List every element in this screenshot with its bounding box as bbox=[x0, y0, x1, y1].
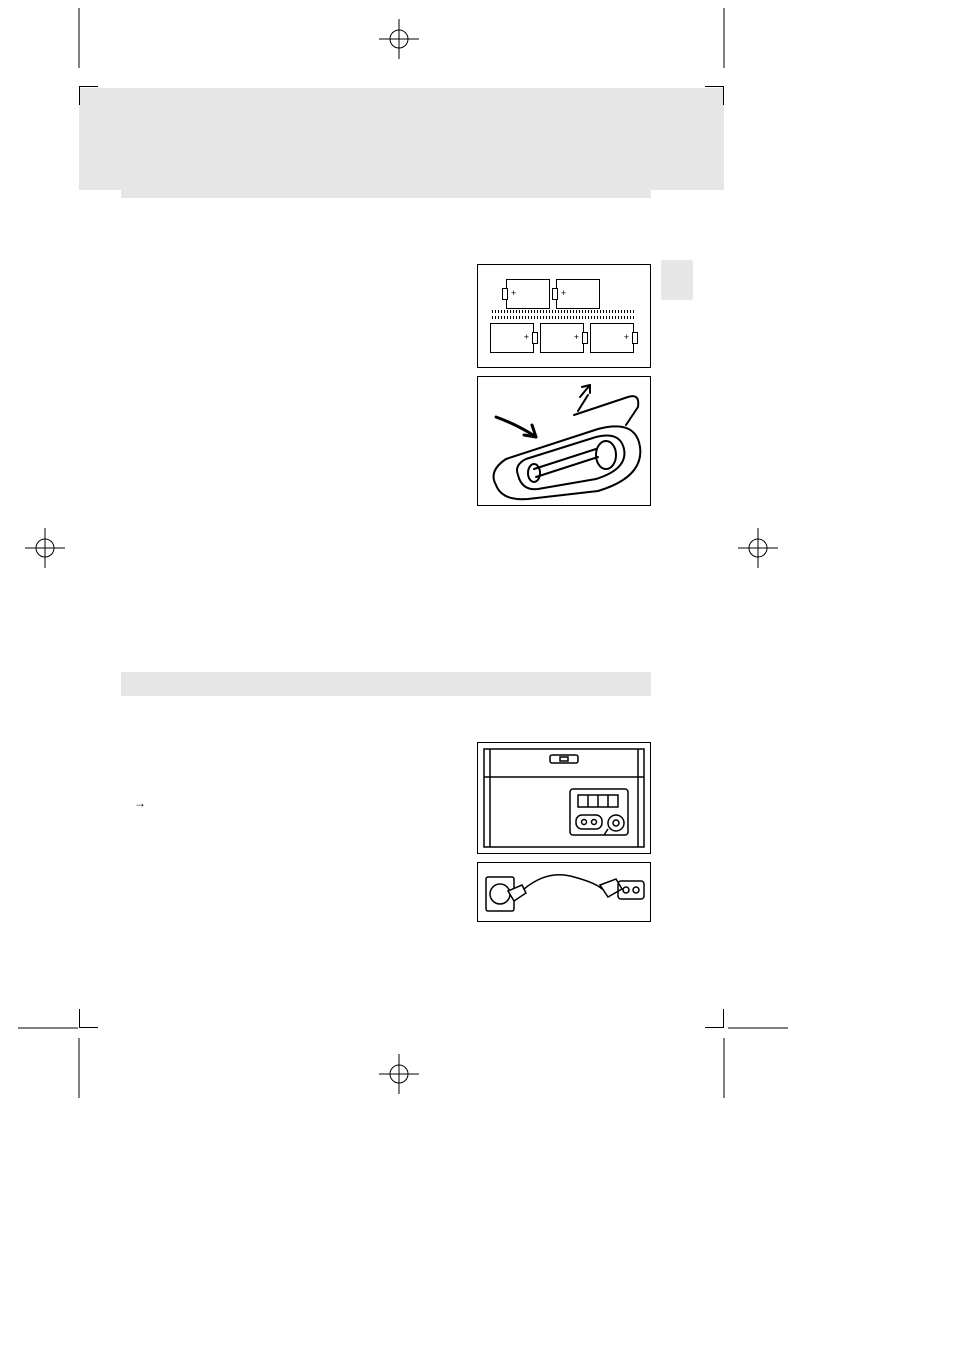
crop-mark-bottom-left-v bbox=[78, 1038, 80, 1098]
figure-mains-cable bbox=[477, 862, 651, 922]
registration-mark-right bbox=[738, 528, 778, 568]
figure-battery-orientation: + + + + + bbox=[477, 264, 651, 368]
inner-corner-br bbox=[705, 1009, 724, 1028]
figure-insert-batteries bbox=[477, 376, 651, 506]
battery-cell: + bbox=[490, 323, 534, 353]
crop-mark-bottom-left-h bbox=[18, 1027, 78, 1029]
crop-mark-bottom-right-v bbox=[723, 1038, 725, 1098]
inner-corner-bl bbox=[79, 1009, 98, 1028]
arrow-glyph: → bbox=[134, 796, 146, 810]
battery-cell: + bbox=[506, 279, 550, 309]
battery-cell: + bbox=[556, 279, 600, 309]
registration-mark-left bbox=[25, 528, 65, 568]
subheading-bar-2 bbox=[121, 672, 651, 696]
page-tab bbox=[661, 260, 693, 300]
crop-mark-top-left-v bbox=[78, 8, 80, 68]
inner-corner-tr bbox=[705, 86, 724, 105]
figure-power-panel bbox=[477, 742, 651, 854]
battery-cell: + bbox=[590, 323, 634, 353]
inner-corner-tl bbox=[79, 86, 98, 105]
crop-mark-top-right-v bbox=[723, 8, 725, 68]
battery-cell: + bbox=[540, 323, 584, 353]
registration-mark-top bbox=[379, 19, 419, 59]
hatch-divider bbox=[492, 310, 636, 313]
subheading-bar-1 bbox=[121, 174, 651, 198]
registration-mark-bottom bbox=[379, 1054, 419, 1094]
hatch-divider bbox=[492, 316, 636, 319]
crop-mark-bottom-right-h bbox=[728, 1027, 788, 1029]
